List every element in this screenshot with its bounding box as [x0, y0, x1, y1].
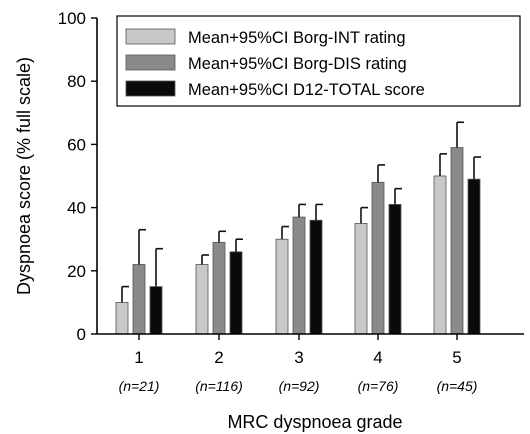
x-tick-label-5: 5	[452, 348, 461, 367]
bar-series3-cat1	[149, 286, 163, 335]
category-n-label-3: (n=92)	[279, 378, 320, 394]
legend-label-1: Mean+95%CI Borg-INT rating	[188, 29, 406, 47]
axes-layer	[96, 18, 524, 335]
ticks-layer: 0 20 40 60 80 100 1 (n=21) 2 (n=116) 3 (n=92) 4 (n=76…	[58, 9, 478, 394]
x-tick-label-3: 3	[294, 348, 303, 367]
bar-series2-cat3	[292, 216, 306, 335]
y-tick-label-60: 60	[67, 135, 86, 154]
bar-series1-cat5	[433, 175, 447, 335]
bar-series1-cat4	[354, 222, 368, 335]
bar-series3-cat3	[309, 219, 323, 335]
bar-series2-cat4	[371, 181, 385, 335]
bar-series1-cat1	[115, 301, 129, 335]
bar-series2-cat2	[212, 241, 226, 335]
legend-swatch-2	[125, 54, 176, 71]
legend-label-3: Mean+95%CI D12-TOTAL score	[188, 81, 425, 99]
category-n-label-5: (n=45)	[437, 378, 478, 394]
bar-series1-cat2	[195, 264, 209, 335]
bar-series2-cat1	[132, 264, 146, 335]
x-axis-title: MRC dyspnoea grade	[227, 412, 402, 432]
legend-swatch-3	[125, 80, 176, 97]
bar-series3-cat2	[229, 251, 243, 335]
bar-series3-cat4	[388, 204, 402, 335]
y-tick-label-20: 20	[67, 262, 86, 281]
legend-swatch-1	[125, 28, 176, 45]
y-tick-label-0: 0	[77, 325, 86, 344]
category-n-label-1: (n=21)	[119, 378, 160, 394]
x-tick-label-2: 2	[214, 348, 223, 367]
x-tick-label-4: 4	[373, 348, 382, 367]
legend-label-2: Mean+95%CI Borg-DIS rating	[188, 55, 407, 73]
bar-series2-cat5	[450, 147, 464, 335]
bar-series3-cat5	[467, 178, 481, 335]
y-axis-title: Dyspnoea score (% full scale)	[14, 57, 34, 295]
legend: Mean+95%CI Borg-INT rating Mean+95%CI Bor…	[116, 15, 521, 107]
bars-layer	[115, 121, 481, 335]
category-n-label-2: (n=116)	[195, 378, 243, 394]
legend-box	[116, 15, 521, 107]
y-tick-label-40: 40	[67, 199, 86, 218]
y-tick-label-80: 80	[67, 72, 86, 91]
category-n-label-4: (n=76)	[358, 378, 399, 394]
x-tick-label-1: 1	[134, 348, 143, 367]
y-tick-label-100: 100	[58, 9, 86, 28]
bar-series1-cat3	[275, 238, 289, 335]
